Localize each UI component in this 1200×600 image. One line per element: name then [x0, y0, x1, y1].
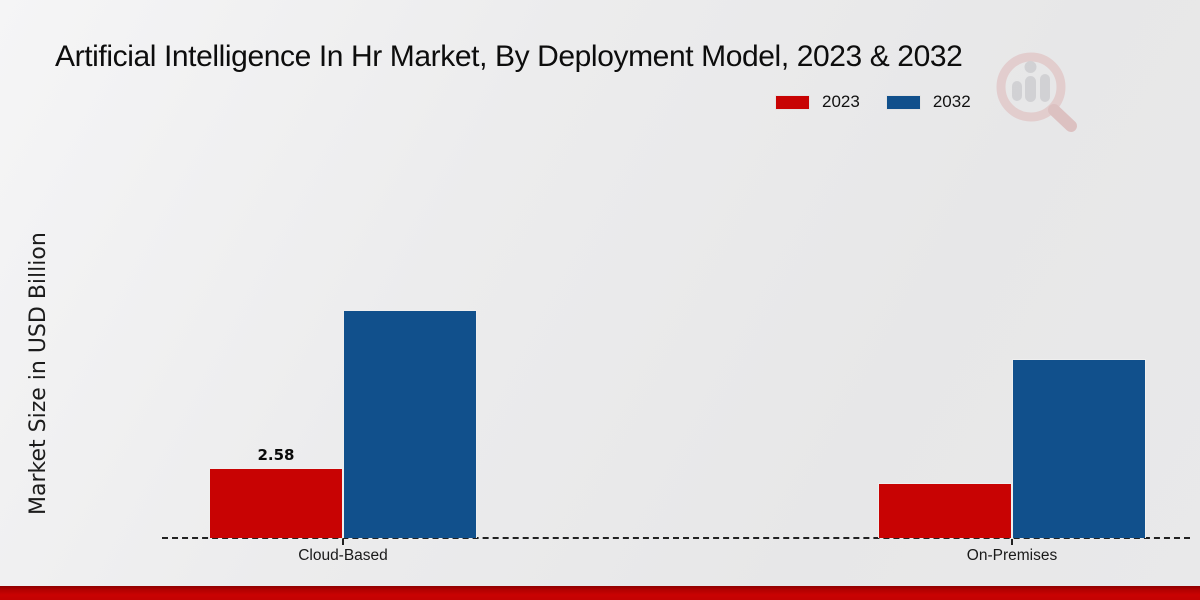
bar-on-premises-2032 — [1012, 358, 1146, 538]
x-axis-baseline — [162, 537, 1190, 539]
legend-item-2023: 2023 — [775, 92, 860, 112]
legend-label-2023: 2023 — [822, 92, 860, 111]
market-research-logo-watermark — [993, 50, 1085, 137]
category-label-cloud-based: Cloud-Based — [298, 547, 388, 564]
legend: 2023 2032 — [775, 92, 971, 112]
logo-handle-icon — [1048, 104, 1077, 132]
bar-on-premises-2023 — [878, 482, 1012, 538]
logo-lens-icon — [996, 52, 1066, 122]
legend-item-2032: 2032 — [885, 92, 971, 112]
x-axis-tick — [342, 539, 344, 545]
y-axis-label: Market Size in USD Billion — [26, 232, 51, 516]
chart-title: Artificial Intelligence In Hr Market, By… — [55, 40, 963, 73]
bar-cloud-based-2032 — [343, 310, 477, 538]
legend-swatch-2023-icon — [775, 94, 810, 110]
bar-cloud-based-2023 — [209, 468, 343, 538]
bar-value-label: 2.58 — [257, 446, 295, 465]
category-label-on-premises: On-Premises — [966, 547, 1058, 564]
x-axis-tick — [1011, 539, 1013, 545]
legend-label-2032: 2032 — [932, 92, 971, 111]
legend-swatch-2032-icon — [885, 94, 921, 110]
bottom-accent-stripe — [0, 586, 1200, 600]
